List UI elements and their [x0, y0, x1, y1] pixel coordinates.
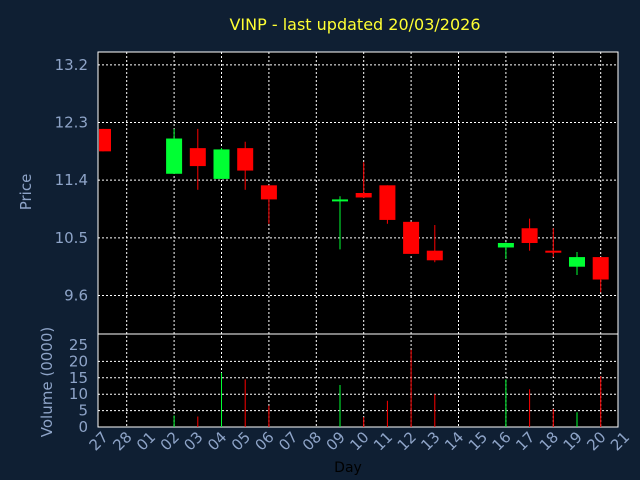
volume-tick-label: 20: [69, 352, 88, 370]
day-axis-label: Day: [334, 460, 362, 476]
price-axis-label: Price: [17, 174, 35, 211]
day-axis-ticks: 2728010203040506070809101112131415161718…: [86, 428, 634, 454]
candle-body: [403, 221, 420, 254]
price-tick-label: 12.3: [55, 114, 88, 132]
candle-body: [569, 257, 585, 267]
candle-body: [592, 257, 609, 280]
candle-body: [213, 149, 230, 179]
price-tick-label: 11.4: [55, 171, 88, 189]
candle-body: [99, 128, 111, 152]
price-tick-label: 13.2: [55, 56, 88, 74]
candle-body: [426, 250, 443, 261]
candle-body: [521, 228, 538, 243]
candle-body: [237, 148, 254, 171]
volume-tick-label: 15: [69, 369, 88, 387]
volume-tick-label: 10: [69, 385, 88, 403]
candle-body: [260, 185, 277, 200]
candle-body: [189, 148, 206, 167]
candle-body: [379, 185, 396, 220]
price-tick-label: 10.5: [55, 229, 88, 247]
volume-panel: [97, 333, 619, 428]
volume-bars: [173, 349, 602, 427]
candle-body: [332, 199, 348, 202]
chart-title: VINP - last updated 20/03/2026: [229, 15, 480, 34]
price-tick-label: 9.6: [64, 287, 88, 305]
volume-tick-label: 5: [78, 402, 88, 420]
price-axis-ticks: 13.2 12.3 11.4 10.5 9.6: [55, 56, 88, 305]
candle-body: [545, 250, 562, 253]
price-candles: [99, 128, 609, 293]
volume-tick-label: 0: [78, 418, 88, 436]
candle-body: [497, 242, 514, 248]
volume-axis-label: Volume (0000): [38, 327, 56, 437]
candle-body: [166, 138, 183, 174]
candle-body: [355, 193, 372, 198]
volume-tick-label: 25: [69, 336, 88, 354]
